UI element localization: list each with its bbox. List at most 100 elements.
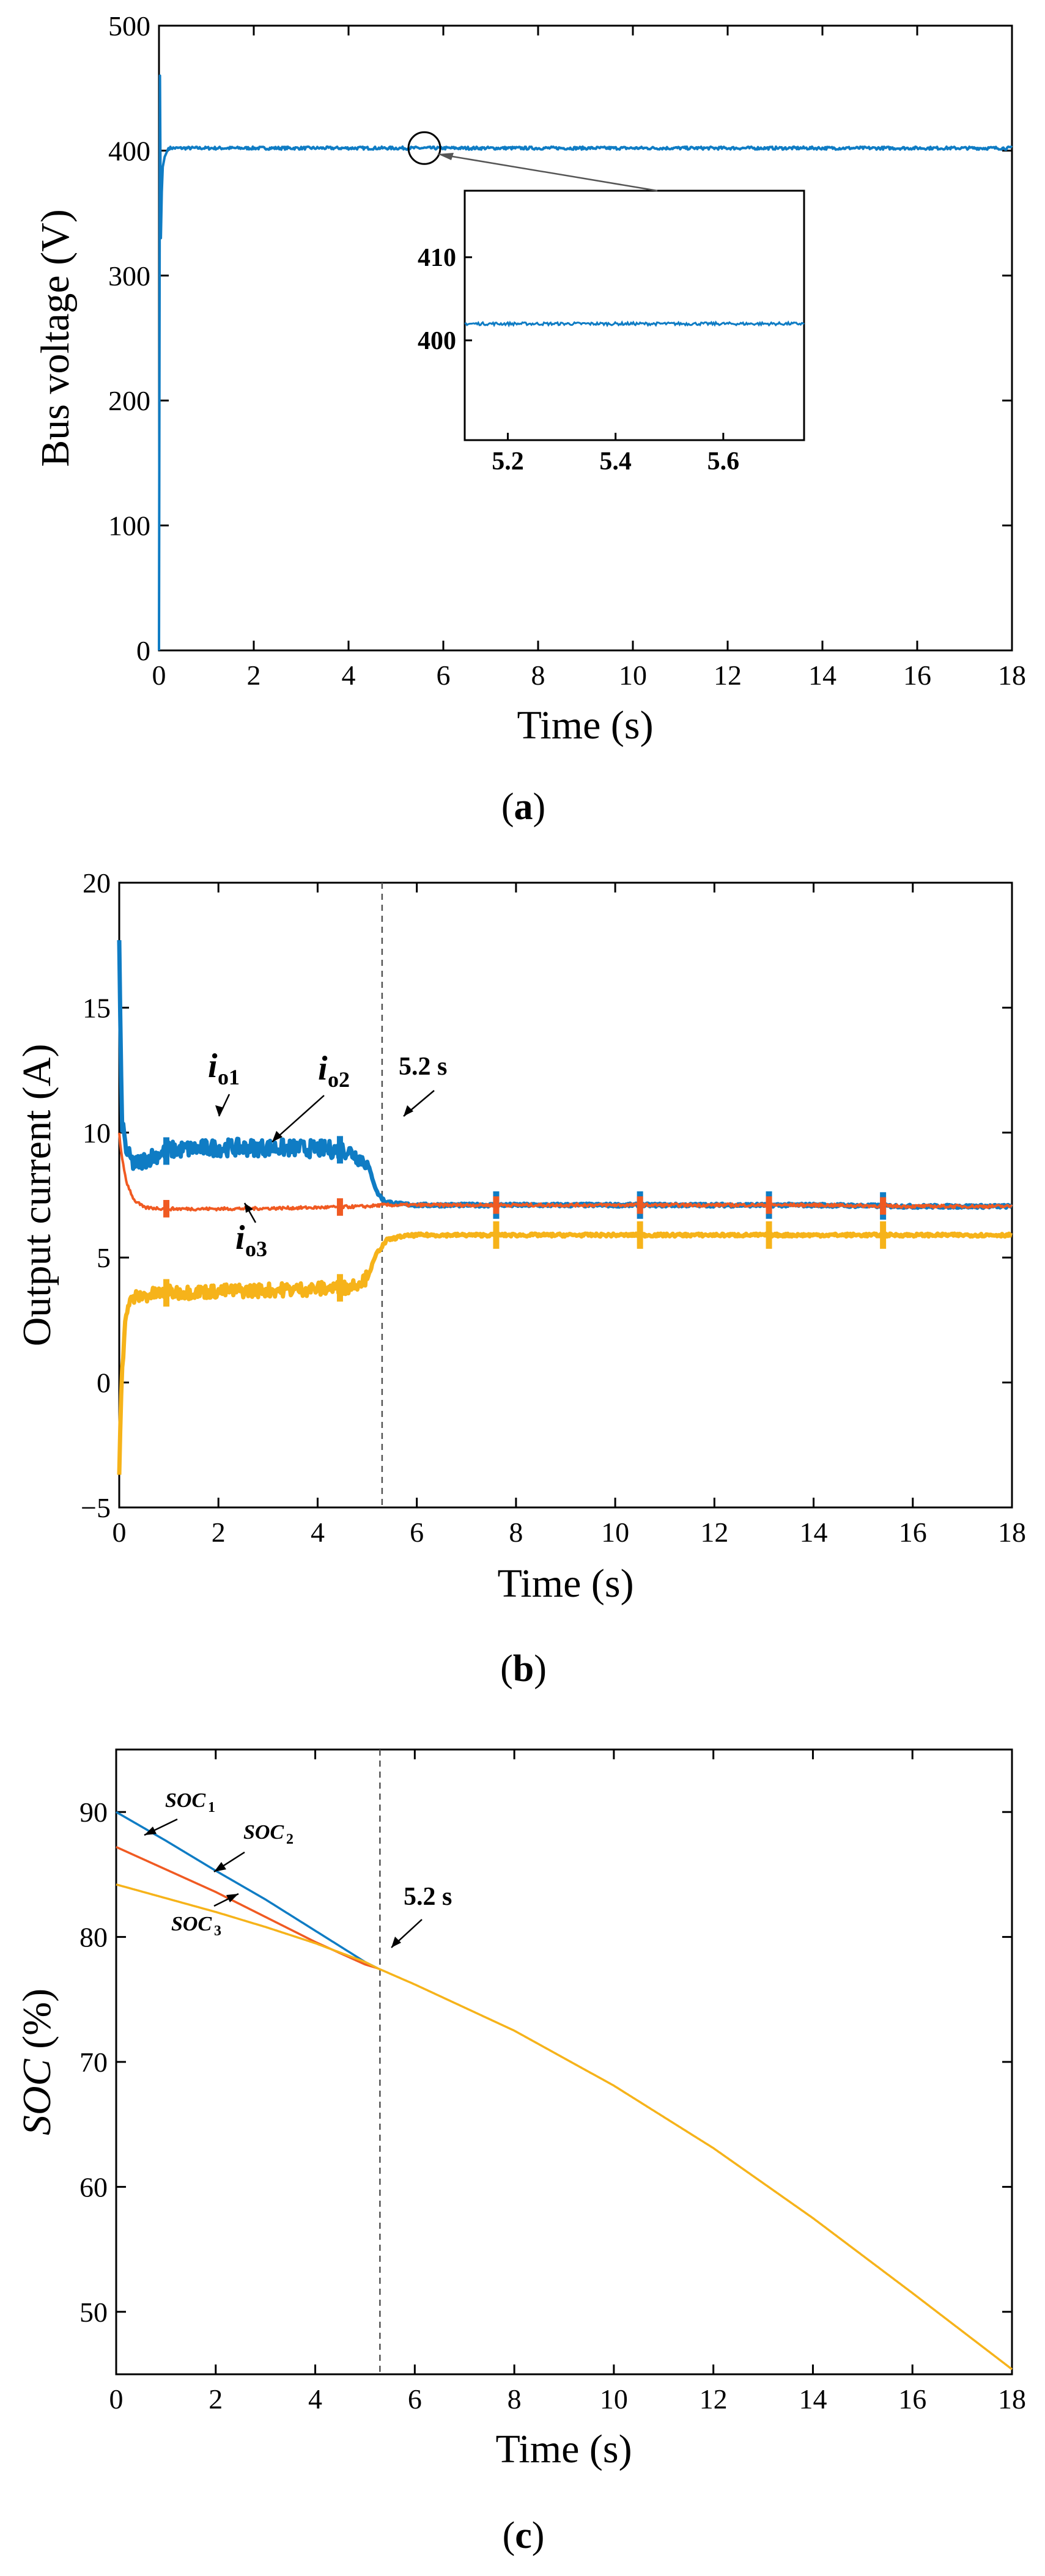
oscillation-burst: [880, 1197, 887, 1215]
inset-series-line: [464, 320, 805, 328]
panel-b-io1-label: i: [208, 1047, 218, 1085]
series-line-2: [115, 1846, 378, 1970]
x-tick-label: 2: [212, 1517, 226, 1548]
oscillation-burst: [637, 1196, 643, 1214]
panel-c-soc3-sub: 3: [214, 1923, 221, 1939]
oscillation-burst: [880, 1221, 887, 1249]
x-tick-label: 0: [113, 1517, 127, 1548]
x-tick-label: 2: [247, 660, 261, 691]
panel-c-time-label: 5.2 s: [404, 1883, 452, 1911]
panel-c-y-axis-title-main: SOC: [15, 2058, 59, 2135]
y-tick-label: 400: [108, 135, 150, 166]
panel-b-io3-label: i: [235, 1219, 245, 1257]
y-tick-label: 10: [83, 1117, 111, 1149]
oscillation-burst: [766, 1196, 772, 1214]
inset-x-tick-label: 5.2: [492, 447, 524, 476]
x-tick-label: 0: [152, 660, 166, 691]
series-line-1: [158, 74, 1013, 651]
panel-c-x-axis-title: Time (s): [495, 2427, 632, 2471]
inset-x-tick-label: 5.4: [599, 447, 632, 476]
x-tick-label: 2: [209, 2383, 223, 2415]
oscillation-burst: [493, 1221, 500, 1249]
oscillation-burst: [336, 1136, 343, 1164]
series-line-3: [116, 1883, 1013, 2371]
oscillation-burst: [336, 1198, 343, 1216]
panel-b-x-axis-title: Time (s): [497, 1561, 633, 1606]
x-tick-label: 10: [619, 660, 647, 691]
x-tick-label: 0: [109, 2383, 124, 2415]
inset-y-tick-label: 410: [418, 244, 456, 272]
oscillation-burst: [493, 1196, 500, 1214]
x-tick-label: 8: [531, 660, 545, 691]
panel-b-time-label: 5.2 s: [399, 1053, 447, 1081]
inset-y-tick-label: 400: [418, 327, 456, 355]
x-tick-label: 18: [998, 2383, 1026, 2415]
panel-a-inset-frame: [463, 190, 805, 441]
panel-b-plot-frame: [118, 881, 1013, 1509]
x-tick-label: 16: [898, 2383, 926, 2415]
y-tick-label: −5: [81, 1492, 111, 1523]
panel-a-zoom-connector: [437, 153, 658, 192]
y-tick-label: 90: [79, 1797, 108, 1828]
panel-a-y-axis-title: Bus voltage (V): [33, 209, 78, 467]
panel-c-annotation-soc2: SOC 2: [213, 1821, 294, 1873]
panel-c-soc1-sub: 1: [208, 1800, 215, 1816]
oscillation-burst: [336, 1274, 343, 1302]
inset-x-tick-label: 5.6: [707, 447, 740, 476]
x-tick-label: 14: [799, 2383, 827, 2415]
series-line-3: [117, 1231, 1013, 1475]
panel-b-io2-sub: o2: [328, 1067, 350, 1092]
panel-c-soc2-sub: 2: [286, 1831, 294, 1847]
y-tick-label: 200: [108, 385, 150, 416]
panel-b-label: (b): [500, 1648, 547, 1690]
x-tick-label: 10: [601, 1517, 629, 1548]
x-tick-label: 6: [410, 1517, 424, 1548]
panel-a-bus-voltage: 0 2 4 6 8 10 12 14 16 18 0 100 200 300 400 500 5.2 5.4 5…: [33, 10, 1026, 828]
x-tick-label: 18: [998, 660, 1026, 691]
panel-c-y-axis-title: SOC (%): [15, 1989, 59, 2135]
y-tick-label: 5: [97, 1242, 111, 1273]
x-tick-label: 10: [600, 2383, 628, 2415]
x-tick-label: 6: [408, 2383, 422, 2415]
panel-a-zoom-arrowhead: [438, 153, 454, 160]
x-tick-label: 4: [342, 660, 356, 691]
panel-c-annotation-soc1: SOC 1: [144, 1789, 215, 1836]
x-tick-label: 12: [700, 1517, 728, 1548]
series-line-2: [118, 1133, 1013, 1212]
y-tick-label: 70: [79, 2047, 108, 2078]
y-tick-label: 15: [83, 992, 111, 1023]
panel-a-zoom-circle: [407, 131, 441, 165]
panel-b-io1-sub: o1: [218, 1065, 240, 1089]
oscillation-burst: [637, 1221, 643, 1249]
y-tick-label: 50: [79, 2297, 108, 2328]
oscillation-burst: [163, 1279, 170, 1307]
panel-b-io2-label: i: [318, 1050, 328, 1087]
x-tick-label: 6: [437, 660, 451, 691]
x-tick-label: 18: [998, 1517, 1026, 1548]
panel-b-annotation-io1: i o1: [208, 1047, 240, 1117]
y-tick-label: 100: [108, 510, 150, 542]
panel-b-annotation-time: 5.2 s: [399, 1053, 447, 1117]
x-tick-label: 4: [311, 1517, 325, 1548]
series-line-1: [117, 940, 1013, 1210]
y-tick-label: 300: [108, 260, 150, 292]
x-tick-label: 8: [509, 1517, 523, 1548]
panel-c-soc3-label: SOC: [171, 1913, 212, 1935]
x-tick-label: 12: [700, 2383, 728, 2415]
panel-c-annotation-time: 5.2 s: [391, 1883, 452, 1948]
x-tick-label: 12: [714, 660, 742, 691]
panel-a-label: (a): [501, 786, 545, 828]
y-tick-label: 60: [79, 2171, 108, 2202]
panel-c-soc2-label: SOC: [243, 1821, 284, 1844]
panel-a-x-axis-title: Time (s): [517, 703, 653, 748]
panel-b-io3-sub: o3: [245, 1237, 267, 1261]
panel-b-annotation-io2: i o2: [271, 1050, 350, 1143]
panel-c-soc1-label: SOC: [165, 1789, 205, 1812]
panel-b-annotation-io3: i o3: [235, 1202, 267, 1261]
panel-b-y-axis-title: Output current (A): [15, 1044, 59, 1347]
y-tick-label: 80: [79, 1922, 108, 1953]
oscillation-burst: [766, 1221, 772, 1249]
